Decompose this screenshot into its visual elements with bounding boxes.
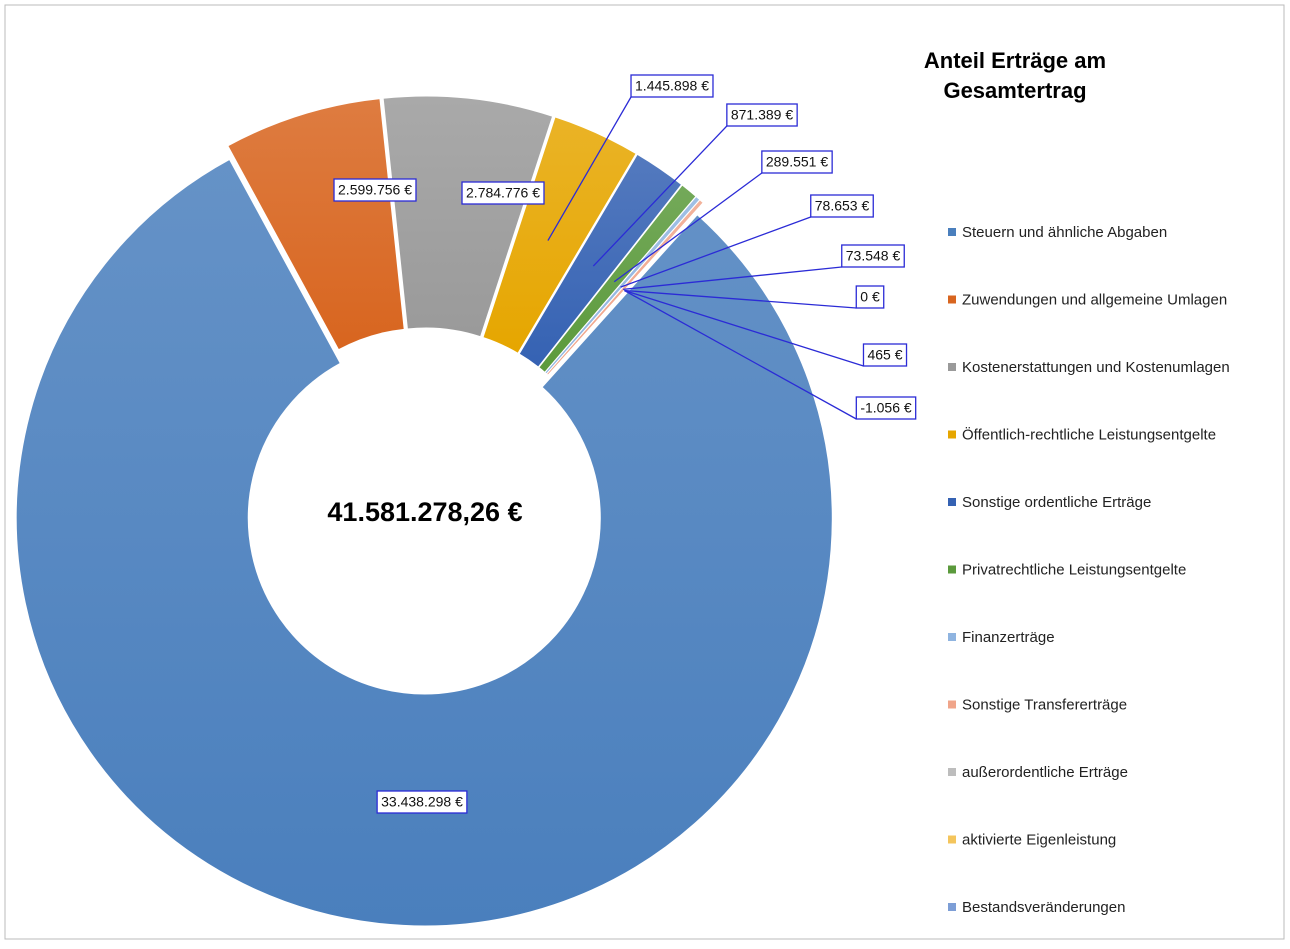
legend-label: Kostenerstattungen und Kostenumlagen bbox=[962, 359, 1230, 376]
data-label: -1.056 € bbox=[860, 400, 912, 416]
legend-label: Finanzerträge bbox=[962, 629, 1055, 646]
legend-swatch bbox=[948, 295, 956, 304]
label-box bbox=[376, 790, 468, 814]
legend-swatch bbox=[948, 228, 956, 236]
label-box bbox=[855, 285, 885, 309]
legend-label: Bestandsveränderungen bbox=[962, 899, 1125, 916]
legend-label: Steuern und ähnliche Abgaben bbox=[962, 224, 1167, 241]
legend-swatch bbox=[948, 768, 956, 776]
legend-swatch bbox=[948, 498, 956, 506]
label-box bbox=[461, 181, 545, 205]
legend-swatch bbox=[948, 835, 956, 844]
leader-line bbox=[547, 96, 632, 241]
center-label: 41.581.278,26 € bbox=[327, 497, 522, 527]
slice bbox=[227, 98, 405, 351]
leader-line bbox=[623, 266, 842, 291]
data-label: 871.389 € bbox=[731, 107, 793, 123]
data-label: 33.438.298 € bbox=[381, 794, 463, 810]
slice bbox=[15, 158, 833, 927]
slice bbox=[518, 153, 683, 368]
legend-label: Öffentlich-rechtliche Leistungsentgelte bbox=[962, 425, 1216, 443]
leader-line bbox=[620, 216, 811, 288]
leader-line bbox=[624, 289, 857, 420]
label-box bbox=[810, 194, 874, 218]
chart-title: Anteil Erträge am bbox=[924, 48, 1106, 73]
legend-label: Privatrechtliche Leistungsentgelte bbox=[962, 561, 1186, 578]
legend-label: außerordentliche Erträge bbox=[962, 764, 1128, 781]
legend-swatch bbox=[948, 430, 956, 439]
data-label: 73.548 € bbox=[846, 248, 901, 264]
data-label: 78.653 € bbox=[815, 198, 870, 214]
label-box bbox=[862, 343, 908, 367]
leader-line bbox=[613, 172, 763, 283]
data-label: 1.445.898 € bbox=[635, 78, 709, 94]
data-label: 2.784.776 € bbox=[466, 185, 540, 201]
chart-title: Anteil Erträge am Gesamtertrag bbox=[924, 48, 1106, 103]
leader-line bbox=[592, 125, 728, 267]
data-label: 0 € bbox=[860, 289, 880, 305]
leader-line bbox=[624, 289, 857, 309]
label-box bbox=[761, 150, 833, 174]
label-box bbox=[630, 74, 714, 98]
slice bbox=[382, 95, 554, 338]
legend-label: aktivierte Eigenleistung bbox=[962, 831, 1116, 848]
legend-label: Zuwendungen und allgemeine Umlagen bbox=[962, 291, 1227, 308]
label-box bbox=[726, 103, 798, 127]
legend-swatch bbox=[948, 903, 956, 911]
data-label: 289.551 € bbox=[766, 154, 828, 170]
label-box bbox=[855, 396, 917, 420]
legend-label: Sonstige ordentliche Erträge bbox=[962, 494, 1151, 511]
data-label: 2.599.756 € bbox=[338, 182, 412, 198]
label-box bbox=[841, 244, 905, 268]
legend-swatch bbox=[948, 700, 956, 709]
legend-swatch bbox=[948, 633, 956, 641]
leader-line bbox=[624, 289, 864, 367]
slice bbox=[482, 116, 637, 354]
legend-label: Sonstige Transfererträge bbox=[962, 696, 1127, 713]
data-label: 465 € bbox=[867, 347, 902, 363]
legend-swatch bbox=[948, 363, 956, 371]
chart-title: Gesamtertrag bbox=[943, 78, 1086, 103]
legend-swatch bbox=[948, 565, 956, 574]
label-box bbox=[333, 178, 417, 202]
